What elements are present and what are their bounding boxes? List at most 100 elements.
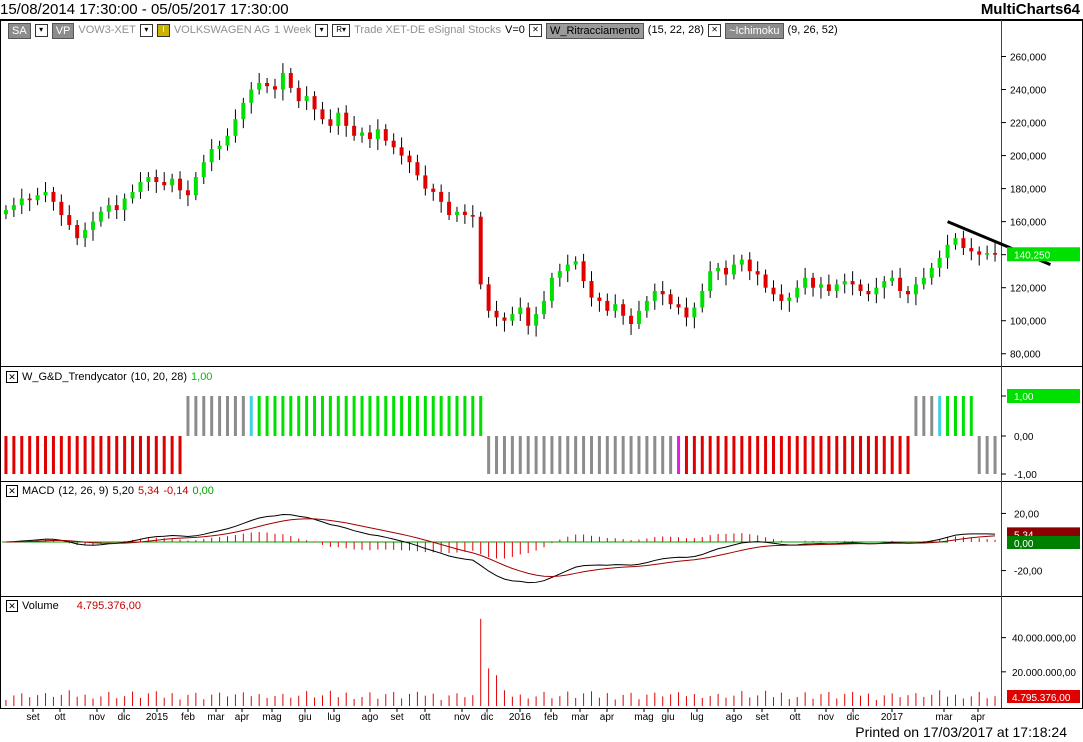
trend-bar (51, 436, 55, 474)
header-divider (0, 19, 1083, 20)
trend-bar (99, 436, 103, 474)
candle-body (75, 224, 80, 239)
trend-bar (360, 396, 364, 436)
price-panel (3, 63, 1052, 337)
volume-header: ✕ Volume 4.795.376,00 (6, 599, 141, 613)
last-price-label: 140,250 (1014, 250, 1051, 261)
y-tick-label: 200,000 (1010, 152, 1047, 163)
x-tick-label: giu (661, 712, 674, 723)
trendycator-value: 1,00 (191, 371, 213, 383)
candle-body (407, 155, 412, 163)
trend-bar (384, 396, 388, 436)
candle-body (882, 281, 887, 288)
x-tick-label: 2015 (146, 712, 169, 723)
y-tick-label: 120,000 (1010, 284, 1047, 295)
trend-bar (993, 436, 997, 474)
trend-bar (368, 396, 372, 436)
close-study-icon[interactable]: ✕ (708, 24, 722, 37)
interval-label: 1 Week (274, 24, 312, 36)
candle-body (328, 119, 333, 126)
candle-body (866, 290, 871, 295)
candle-body (257, 82, 262, 90)
y-tick-label: 220,000 (1010, 119, 1047, 130)
close-study-icon[interactable]: ✕ (528, 24, 542, 37)
trend-value-marker (1007, 389, 1080, 403)
candle-body (478, 216, 483, 285)
signal-line (5, 518, 996, 577)
candle-body (170, 178, 175, 186)
study-ritracciamento[interactable]: W_Ritracciamento (545, 22, 644, 39)
candle-body (90, 221, 95, 230)
candle-body (447, 201, 452, 216)
study-ritracciamento-params: (15, 22, 28) (647, 24, 705, 36)
symbol-dropdown-icon[interactable]: ▾ (139, 24, 153, 37)
x-tick-label: set (390, 712, 404, 723)
candle-body (431, 188, 436, 192)
candle-body (178, 178, 183, 191)
trend-bar (716, 436, 720, 474)
zero-value-label: 0,00 (1014, 539, 1034, 550)
trend-bar (692, 436, 696, 474)
trend-bar (502, 436, 506, 474)
candle-body (787, 297, 792, 301)
candle-body (217, 145, 222, 149)
candle-body (668, 294, 673, 305)
candle-body (779, 294, 784, 301)
trend-bar (914, 396, 918, 436)
close-panel-icon[interactable]: ✕ (6, 371, 18, 383)
trend-bar (423, 396, 427, 436)
trendycator-panel (4, 396, 997, 474)
close-panel-icon[interactable]: ✕ (6, 485, 18, 497)
trend-bar (835, 436, 839, 474)
candle-body (27, 198, 32, 201)
trend-bar (67, 436, 71, 474)
candle-body (209, 148, 214, 163)
candle-body (621, 304, 626, 316)
r-button[interactable]: R▾ (332, 24, 351, 37)
candle-body (502, 317, 507, 321)
x-tick-label: nov (454, 712, 470, 723)
candle-body (557, 271, 562, 278)
close-panel-icon[interactable]: ✕ (6, 600, 18, 612)
trend-bar (953, 396, 957, 436)
trend-bar (273, 396, 277, 436)
candle-body (874, 287, 879, 295)
trend-bar (779, 436, 783, 474)
candle-body (201, 162, 206, 178)
candle-body (834, 284, 839, 291)
date-range-title: 15/08/2014 17:30:00 - 05/05/2017 17:30:0… (0, 1, 289, 18)
volume-readout: 4.795.376,00 (76, 600, 141, 612)
x-tick-label: mag (262, 712, 281, 723)
macd-params: (12, 26, 9) (58, 485, 109, 497)
trend-bar (787, 436, 791, 474)
candle-body (684, 307, 689, 318)
trend-value-label: 1,00 (1014, 392, 1034, 403)
trend-bar (28, 436, 32, 474)
macd-value-label: 5,34 (1014, 530, 1034, 541)
y-tick-label: 80,000 (1010, 350, 1041, 361)
dropdown-arrow-icon[interactable]: ▾ (34, 24, 48, 37)
interval-dropdown-icon[interactable]: ▾ (315, 24, 329, 37)
candle-body (977, 251, 982, 255)
candle-body (470, 215, 475, 217)
candle-body (35, 195, 40, 201)
x-tick-label: lug (327, 712, 340, 723)
trend-bar (218, 396, 222, 436)
sa-button[interactable]: SA (8, 22, 31, 39)
trend-bar (479, 396, 483, 436)
candle-body (969, 248, 974, 252)
candle-body (106, 205, 111, 212)
trend-bar (613, 436, 617, 474)
vp-button[interactable]: VP (51, 22, 75, 39)
trend-bar (795, 436, 799, 474)
trend-bar (724, 436, 728, 474)
study-ichimoku[interactable]: ~Ichimoku (725, 22, 784, 39)
candle-body (367, 132, 372, 140)
volume-value-marker (1007, 690, 1080, 703)
candle-body (755, 271, 760, 275)
info-icon[interactable]: I (156, 24, 170, 37)
candle-body (320, 109, 325, 120)
y-tick-label: -1,00 (1014, 470, 1037, 481)
candle-body (961, 238, 966, 249)
y-tick-label: 100,000 (1010, 317, 1047, 328)
